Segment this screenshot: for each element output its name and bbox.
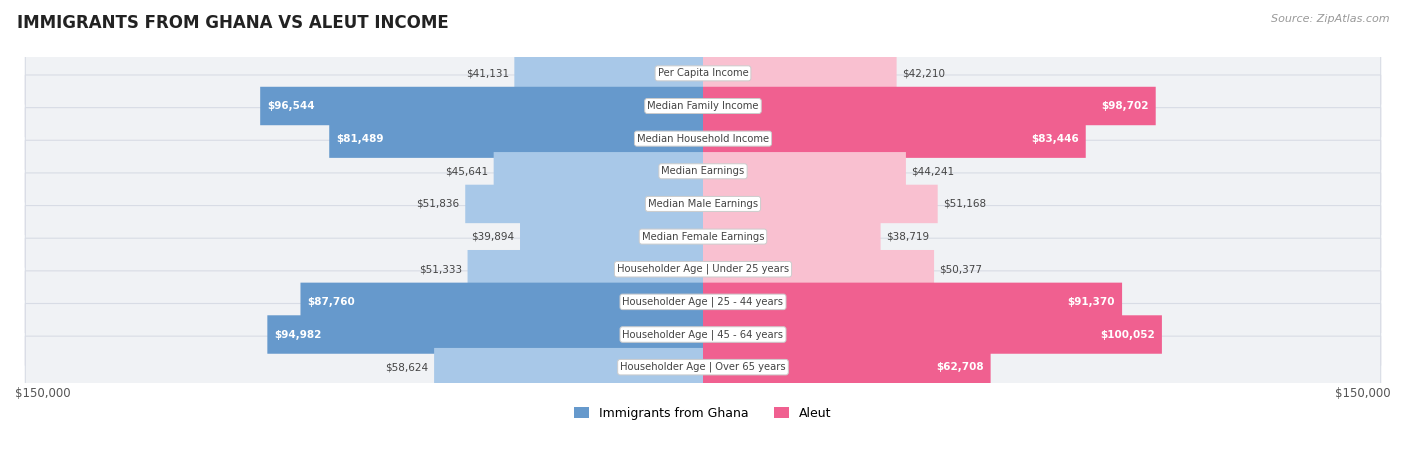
Text: $45,641: $45,641	[446, 166, 488, 176]
Text: $100,052: $100,052	[1101, 330, 1154, 340]
FancyBboxPatch shape	[25, 304, 1381, 366]
Text: Householder Age | 25 - 44 years: Householder Age | 25 - 44 years	[623, 297, 783, 307]
Text: $81,489: $81,489	[336, 134, 384, 144]
Text: $87,760: $87,760	[308, 297, 356, 307]
FancyBboxPatch shape	[25, 271, 1381, 333]
FancyBboxPatch shape	[703, 217, 880, 256]
Text: $51,168: $51,168	[943, 199, 987, 209]
FancyBboxPatch shape	[25, 75, 1381, 137]
FancyBboxPatch shape	[703, 250, 934, 289]
Text: $91,370: $91,370	[1067, 297, 1115, 307]
Text: Per Capita Income: Per Capita Income	[658, 68, 748, 78]
FancyBboxPatch shape	[703, 120, 1085, 158]
Text: Median Male Earnings: Median Male Earnings	[648, 199, 758, 209]
Text: $38,719: $38,719	[886, 232, 929, 241]
FancyBboxPatch shape	[465, 185, 703, 223]
FancyBboxPatch shape	[25, 336, 1381, 398]
Text: Median Household Income: Median Household Income	[637, 134, 769, 144]
Text: Householder Age | 45 - 64 years: Householder Age | 45 - 64 years	[623, 329, 783, 340]
Text: Source: ZipAtlas.com: Source: ZipAtlas.com	[1271, 14, 1389, 24]
Text: Median Family Income: Median Family Income	[647, 101, 759, 111]
FancyBboxPatch shape	[25, 107, 1381, 170]
FancyBboxPatch shape	[703, 348, 991, 386]
Text: $44,241: $44,241	[911, 166, 955, 176]
Text: $94,982: $94,982	[274, 330, 322, 340]
FancyBboxPatch shape	[703, 185, 938, 223]
Text: Householder Age | Over 65 years: Householder Age | Over 65 years	[620, 362, 786, 372]
Text: $62,708: $62,708	[936, 362, 984, 372]
Text: $58,624: $58,624	[385, 362, 429, 372]
FancyBboxPatch shape	[434, 348, 703, 386]
FancyBboxPatch shape	[25, 205, 1381, 268]
Text: IMMIGRANTS FROM GHANA VS ALEUT INCOME: IMMIGRANTS FROM GHANA VS ALEUT INCOME	[17, 14, 449, 32]
Text: Median Earnings: Median Earnings	[661, 166, 745, 176]
Text: $150,000: $150,000	[1336, 388, 1391, 400]
FancyBboxPatch shape	[515, 54, 703, 92]
Text: $150,000: $150,000	[15, 388, 70, 400]
Text: Median Female Earnings: Median Female Earnings	[641, 232, 765, 241]
Text: $96,544: $96,544	[267, 101, 315, 111]
FancyBboxPatch shape	[520, 217, 703, 256]
Text: $51,333: $51,333	[419, 264, 463, 274]
Text: $83,446: $83,446	[1031, 134, 1078, 144]
Text: $39,894: $39,894	[471, 232, 515, 241]
Text: $98,702: $98,702	[1101, 101, 1149, 111]
Legend: Immigrants from Ghana, Aleut: Immigrants from Ghana, Aleut	[575, 407, 831, 420]
FancyBboxPatch shape	[703, 283, 1122, 321]
FancyBboxPatch shape	[703, 315, 1161, 354]
FancyBboxPatch shape	[703, 87, 1156, 125]
FancyBboxPatch shape	[25, 140, 1381, 202]
Text: $50,377: $50,377	[939, 264, 983, 274]
FancyBboxPatch shape	[25, 42, 1381, 104]
Text: Householder Age | Under 25 years: Householder Age | Under 25 years	[617, 264, 789, 275]
FancyBboxPatch shape	[703, 54, 897, 92]
FancyBboxPatch shape	[260, 87, 703, 125]
FancyBboxPatch shape	[468, 250, 703, 289]
FancyBboxPatch shape	[267, 315, 703, 354]
Text: $42,210: $42,210	[903, 68, 945, 78]
FancyBboxPatch shape	[25, 173, 1381, 235]
FancyBboxPatch shape	[301, 283, 703, 321]
FancyBboxPatch shape	[703, 152, 905, 191]
Text: $41,131: $41,131	[465, 68, 509, 78]
Text: $51,836: $51,836	[416, 199, 460, 209]
FancyBboxPatch shape	[25, 238, 1381, 300]
FancyBboxPatch shape	[329, 120, 703, 158]
FancyBboxPatch shape	[494, 152, 703, 191]
